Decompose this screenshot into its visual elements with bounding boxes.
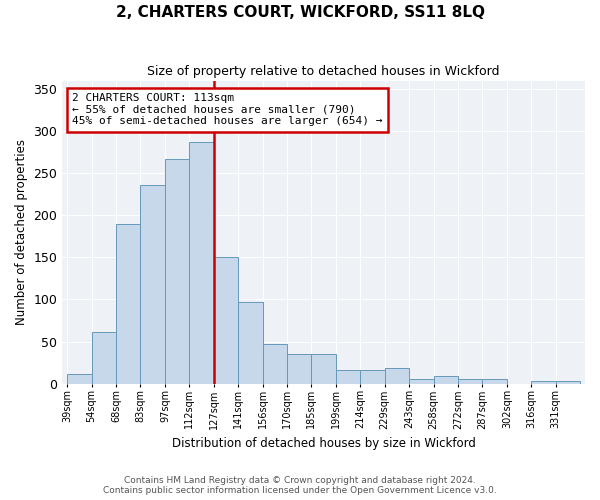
Bar — [458, 380, 482, 384]
Y-axis label: Number of detached properties: Number of detached properties — [15, 139, 28, 325]
Bar — [287, 354, 311, 384]
Bar — [263, 344, 287, 384]
Bar — [214, 258, 238, 384]
Bar — [409, 380, 434, 384]
Bar — [336, 370, 360, 384]
Bar — [165, 159, 190, 384]
Bar — [190, 142, 214, 384]
Bar — [116, 224, 140, 384]
Bar — [556, 381, 580, 384]
Bar — [67, 374, 92, 384]
Bar — [311, 354, 336, 384]
Text: 2, CHARTERS COURT, WICKFORD, SS11 8LQ: 2, CHARTERS COURT, WICKFORD, SS11 8LQ — [115, 5, 485, 20]
Text: Contains HM Land Registry data © Crown copyright and database right 2024.
Contai: Contains HM Land Registry data © Crown c… — [103, 476, 497, 495]
Bar — [92, 332, 116, 384]
Bar — [482, 380, 507, 384]
Bar — [360, 370, 385, 384]
X-axis label: Distribution of detached houses by size in Wickford: Distribution of detached houses by size … — [172, 437, 476, 450]
Bar — [434, 376, 458, 384]
Bar — [385, 368, 409, 384]
Bar — [140, 185, 165, 384]
Text: 2 CHARTERS COURT: 113sqm
← 55% of detached houses are smaller (790)
45% of semi-: 2 CHARTERS COURT: 113sqm ← 55% of detach… — [72, 93, 383, 126]
Bar — [531, 381, 556, 384]
Title: Size of property relative to detached houses in Wickford: Size of property relative to detached ho… — [148, 65, 500, 78]
Bar — [238, 302, 263, 384]
